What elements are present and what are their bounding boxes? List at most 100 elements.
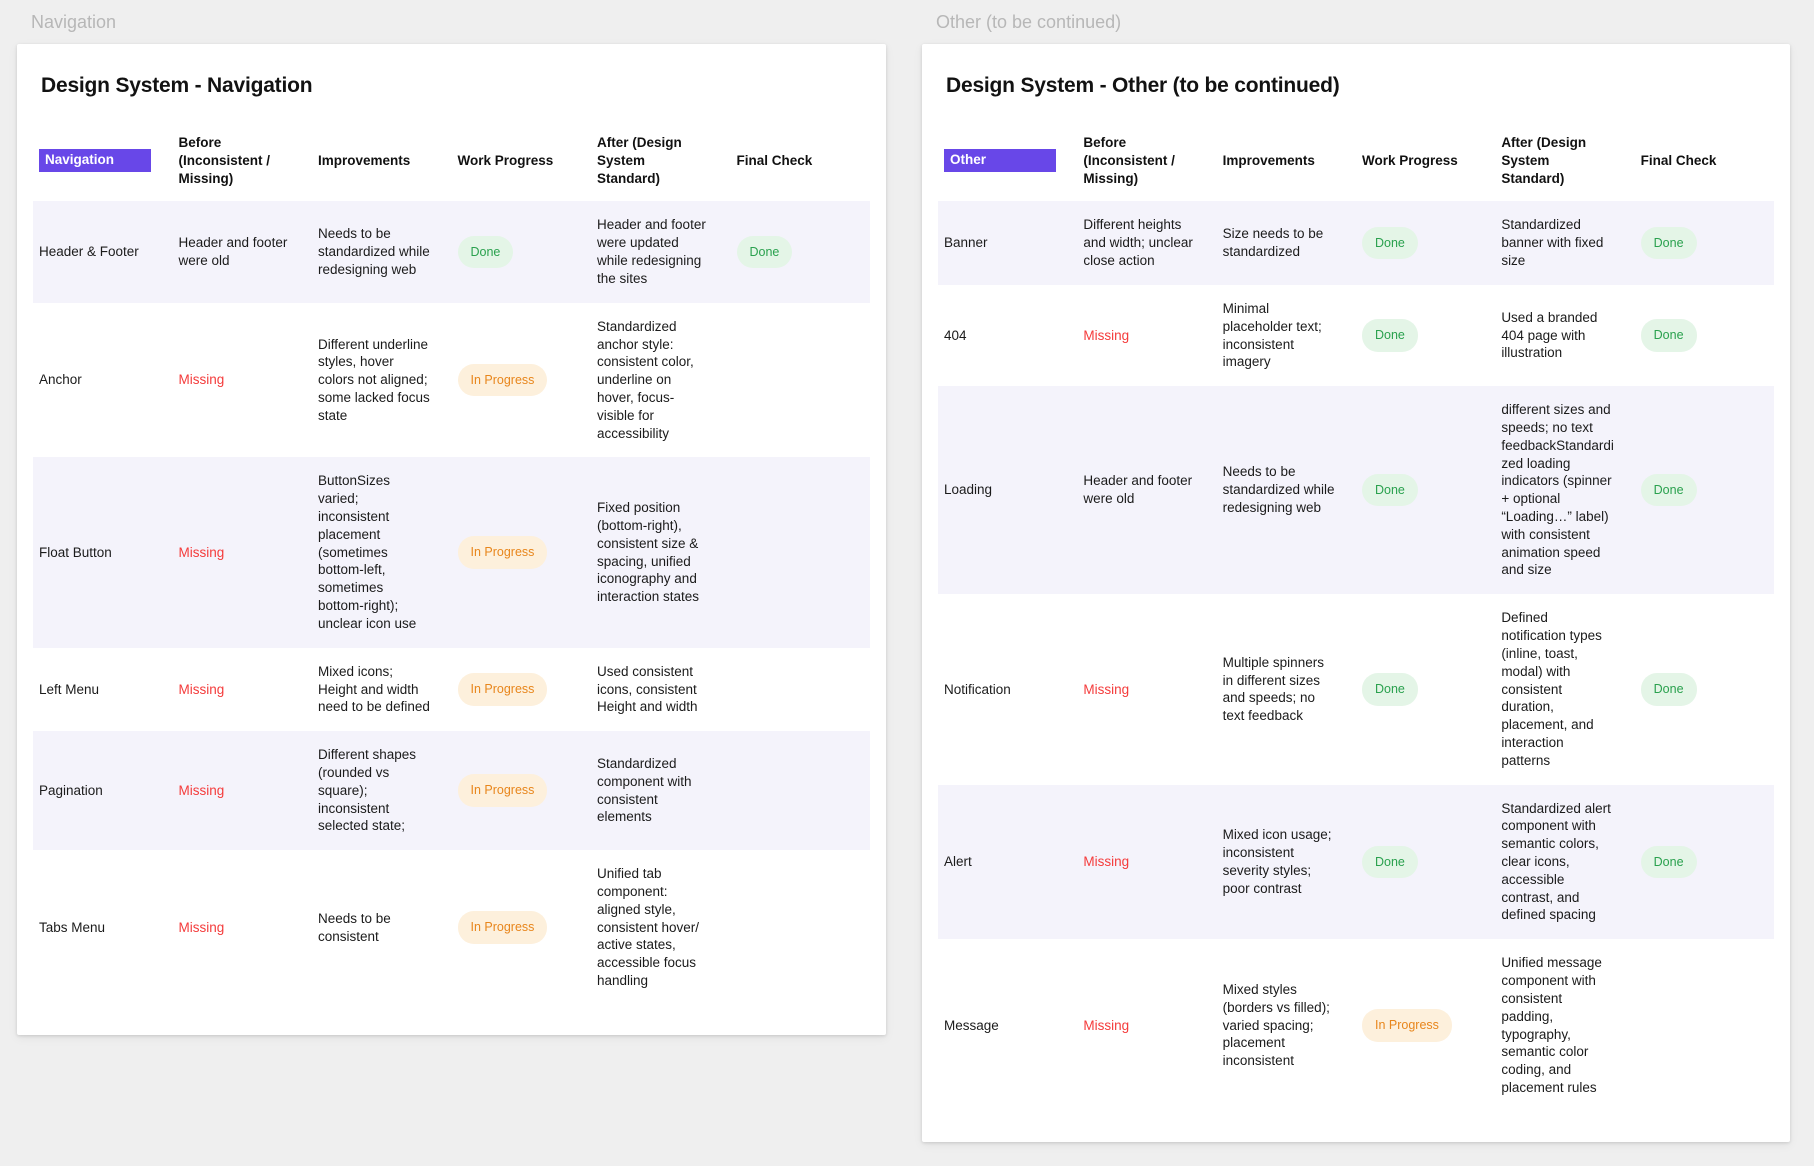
- table-row: Banner Different heights and width; uncl…: [938, 201, 1774, 285]
- key-column-header-cell: Navigation: [33, 128, 173, 201]
- final-check-badge: Done: [1640, 226, 1697, 260]
- header-row: Other Before (Inconsistent / Missing) Im…: [938, 128, 1774, 201]
- before-cell: Missing: [1083, 681, 1130, 697]
- col-header-work-progress: Work Progress: [1361, 152, 1458, 168]
- component-name-cell: Float Button: [39, 544, 112, 560]
- status-badge: In Progress: [457, 911, 548, 944]
- frame-navigation: Navigation Design System - Navigation Na…: [17, 10, 886, 1035]
- final-check-badge: Done: [1640, 473, 1697, 507]
- work-progress-cell: In Progress: [452, 850, 592, 1005]
- work-progress-cell: Done: [1356, 386, 1495, 594]
- work-progress-cell: Done: [1356, 594, 1495, 784]
- work-progress-cell: In Progress: [452, 457, 592, 647]
- navigation-table: Navigation Before (Inconsistent / Missin…: [33, 128, 870, 1005]
- final-check-cell: Done: [1635, 201, 1774, 284]
- before-cell: Missing: [178, 782, 225, 798]
- improvements-cell: ButtonSizes varied; inconsistent placeme…: [318, 473, 417, 631]
- improvements-cell: Minimal placeholder text; inconsistent i…: [1222, 300, 1322, 370]
- status-badge: Done: [1361, 673, 1418, 706]
- improvements-cell: Different shapes (rounded vs square); in…: [318, 747, 417, 834]
- before-cell: Missing: [178, 372, 225, 388]
- table-row: Header & Footer Header and footer were o…: [33, 201, 870, 303]
- work-progress-cell: In Progress: [1356, 939, 1495, 1112]
- before-cell: Header and footer were old: [178, 235, 288, 269]
- page-title: Design System - Other (to be continued): [946, 74, 1340, 97]
- final-check-cell: [1635, 939, 1774, 1112]
- col-header-improvements: Improvements: [318, 152, 411, 168]
- frame-label-other[interactable]: Other (to be continued): [936, 12, 1122, 32]
- component-name-cell: Message: [944, 1017, 999, 1033]
- table-row: Left Menu Missing Mixed icons; Height an…: [33, 648, 870, 731]
- final-check-cell: Done: [1635, 386, 1774, 594]
- component-name-cell: Tabs Menu: [39, 919, 106, 935]
- before-cell: Missing: [1083, 1017, 1130, 1033]
- component-name-cell: Loading: [944, 482, 993, 498]
- before-cell: Missing: [178, 681, 225, 697]
- component-name-cell: Left Menu: [39, 681, 100, 697]
- final-check-cell: Done: [1635, 594, 1774, 784]
- status-badge: In Progress: [457, 673, 548, 706]
- col-header-final-check: Final Check: [1640, 152, 1717, 168]
- component-name-cell: Notification: [944, 681, 1011, 697]
- work-progress-cell: In Progress: [452, 303, 592, 458]
- improvements-cell: Multiple spinners in different sizes and…: [1222, 654, 1324, 724]
- col-header-final-check: Final Check: [736, 152, 813, 168]
- page-title: Design System - Navigation: [41, 74, 313, 97]
- component-name-cell: Pagination: [39, 782, 103, 798]
- before-cell: Header and footer were old: [1083, 473, 1193, 507]
- work-progress-cell: Done: [452, 201, 592, 302]
- status-badge: In Progress: [457, 774, 548, 807]
- key-column-header: Other: [944, 149, 1056, 173]
- table-row: Alert Missing Mixed icon usage; inconsis…: [938, 784, 1774, 940]
- before-cell: Missing: [178, 919, 225, 935]
- work-progress-cell: Done: [1356, 201, 1495, 284]
- after-cell: Unified message component with consisten…: [1501, 955, 1602, 1095]
- component-name-cell: Alert: [944, 854, 972, 869]
- final-check-cell: [731, 850, 871, 1005]
- design-table-card-other: Design System - Other (to be continued) …: [922, 44, 1790, 1142]
- improvements-cell: Size needs to be standardized: [1222, 226, 1324, 260]
- final-check-cell: Done: [1635, 285, 1774, 386]
- status-badge: In Progress: [457, 363, 548, 397]
- after-cell: Used consistent icons, consistent Height…: [597, 663, 698, 715]
- status-badge: In Progress: [1361, 1009, 1452, 1042]
- after-cell: Used a branded 404 page with illustratio…: [1501, 309, 1598, 361]
- col-header-after: After (Design System Standard): [1501, 135, 1587, 186]
- table-row: Anchor Missing Different underline style…: [33, 303, 870, 458]
- after-cell: Fixed position (bottom-right), consisten…: [597, 500, 700, 605]
- status-badge: Done: [1361, 845, 1418, 879]
- status-badge: Done: [1361, 319, 1418, 352]
- improvements-cell: Mixed icon usage; inconsistent severity …: [1222, 827, 1332, 896]
- component-name-cell: Header & Footer: [39, 244, 139, 260]
- table-row: Float Button Missing ButtonSizes varied;…: [33, 457, 870, 648]
- final-check-badge: Done: [1640, 845, 1697, 879]
- after-cell: Standardized component with consistent e…: [597, 756, 692, 825]
- after-cell: Standardized alert component with semant…: [1501, 800, 1611, 923]
- improvements-cell: Different underline styles, hover colors…: [318, 336, 430, 423]
- improvements-cell: Needs to be standardized while redesigni…: [1222, 464, 1335, 516]
- final-check-badge: Done: [1640, 319, 1697, 352]
- after-cell: Standardized anchor style: consistent co…: [597, 318, 694, 441]
- frame-other: Other (to be continued) Design System - …: [922, 10, 1790, 1142]
- header-row: Navigation Before (Inconsistent / Missin…: [33, 128, 870, 201]
- col-header-after: After (Design System Standard): [597, 135, 682, 186]
- before-cell: Missing: [1083, 327, 1130, 343]
- frame-label-navigation[interactable]: Navigation: [31, 12, 117, 32]
- work-progress-cell: Done: [1356, 285, 1495, 386]
- after-cell: Defined notification types (inline, toas…: [1501, 610, 1602, 768]
- work-progress-cell: Done: [1356, 785, 1495, 940]
- final-check-cell: Done: [1635, 785, 1774, 940]
- table-row: Notification Missing Multiple spinners i…: [938, 594, 1774, 784]
- final-check-cell: [731, 648, 871, 731]
- work-progress-cell: In Progress: [452, 731, 592, 850]
- improvements-cell: Needs to be standardized while redesigni…: [318, 226, 430, 277]
- status-badge: Done: [1361, 226, 1418, 260]
- improvements-cell: Needs to be consistent: [318, 910, 391, 944]
- table-row: 404 Missing Minimal placeholder text; in…: [938, 285, 1774, 386]
- status-badge: Done: [457, 235, 514, 269]
- table-row: Loading Header and footer were old Needs…: [938, 386, 1774, 595]
- component-name-cell: Banner: [944, 235, 988, 251]
- work-progress-cell: In Progress: [452, 648, 592, 731]
- after-cell: Standardized banner with fixed size: [1501, 217, 1604, 269]
